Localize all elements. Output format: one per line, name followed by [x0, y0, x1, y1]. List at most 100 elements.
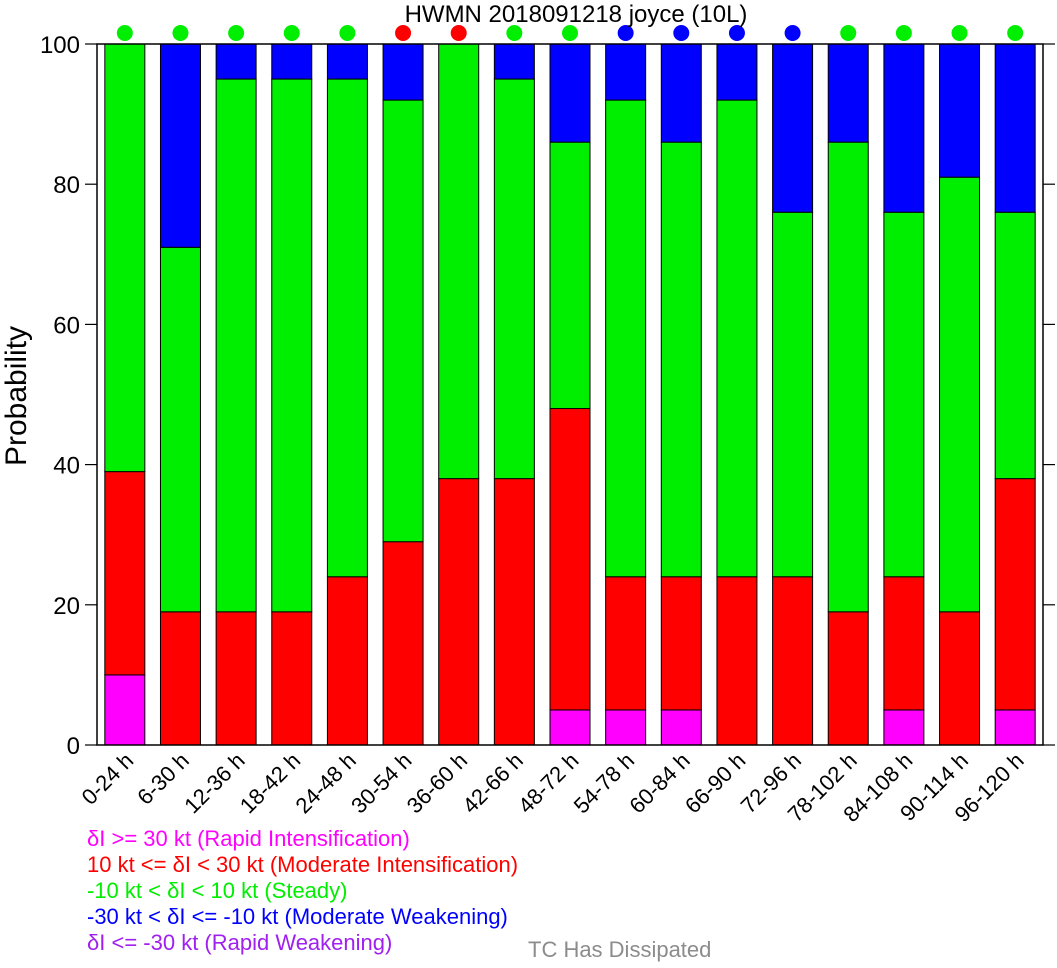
x-tick-label-9: 54-78 h [569, 748, 639, 818]
x-tick-label-8: 48-72 h [513, 748, 583, 818]
bar-segment-steady-6 [438, 43, 480, 480]
x-tick-label-5: 30-54 h [346, 748, 416, 818]
bar-segment-steady-5 [382, 99, 424, 543]
legend-item-steady: -10 kt < δI < 10 kt (Steady) [87, 878, 348, 903]
x-tick-label-6: 36-60 h [402, 748, 472, 818]
bar-segment-rapid-intensification-16 [994, 709, 1036, 746]
bar-segment-steady-8 [549, 141, 591, 410]
bar-segment-moderate-intensification-8 [549, 408, 591, 711]
indicator-dot-1 [172, 25, 189, 41]
dissipated-label: TC Has Dissipated [528, 937, 712, 962]
bar-segment-steady-1 [159, 246, 201, 613]
bars-layer [104, 43, 1036, 746]
indicator-dot-8 [562, 25, 578, 41]
bar-segment-rapid-intensification-9 [605, 709, 647, 746]
indicator-dot-14 [895, 25, 912, 41]
x-tick-label-7: 42-66 h [457, 748, 527, 818]
indicator-dot-2 [228, 25, 245, 41]
bar-segment-moderate-weakening-14 [883, 43, 925, 213]
bar-segment-steady-10 [660, 141, 702, 578]
bar-segment-steady-13 [827, 141, 869, 613]
bar-segment-moderate-intensification-4 [326, 576, 368, 746]
indicator-dot-12 [784, 25, 801, 41]
legend: δI >= 30 kt (Rapid Intensification) 10 k… [87, 826, 518, 956]
y-tick-label-0: 0 [67, 733, 80, 760]
bar-segment-steady-3 [271, 78, 313, 613]
chart-title: HWMN 2018091218 joyce (10L) [405, 1, 748, 28]
legend-item-moderate-weakening: -30 kt < δI <= -10 kt (Moderate Weakenin… [87, 904, 508, 929]
bar-segment-steady-2 [215, 78, 257, 613]
legend-item-rapid-weakening: δI <= -30 kt (Rapid Weakening) [87, 930, 393, 955]
bar-segment-moderate-weakening-9 [605, 43, 647, 101]
indicator-dot-15 [951, 25, 968, 41]
x-tick-label-2: 12-36 h [179, 748, 249, 818]
y-tick-label-80: 80 [53, 172, 80, 199]
bar-segment-rapid-intensification-0 [104, 674, 146, 746]
bar-segment-steady-16 [994, 211, 1036, 480]
indicator-dot-3 [283, 25, 300, 41]
bar-segment-steady-9 [605, 99, 647, 578]
x-tick-label-11: 66-90 h [680, 748, 750, 818]
bar-segment-steady-4 [326, 78, 368, 578]
indicator-dot-5 [395, 25, 412, 41]
bar-segment-moderate-intensification-11 [716, 576, 758, 746]
bar-segment-rapid-intensification-10 [660, 709, 702, 746]
bar-segment-moderate-intensification-13 [827, 611, 869, 746]
plot-frame [96, 43, 1044, 746]
bar-segment-steady-15 [939, 176, 981, 613]
bar-segment-steady-12 [772, 211, 814, 578]
y-tick-label-20: 20 [53, 593, 80, 620]
y-axis-label: Probability [0, 326, 33, 466]
indicator-dot-11 [728, 25, 745, 41]
bar-segment-moderate-intensification-6 [438, 478, 480, 746]
indicator-dot-7 [506, 25, 523, 41]
bar-segment-moderate-weakening-4 [326, 43, 368, 80]
x-tick-label-4: 24-48 h [291, 748, 361, 818]
y-tick-label-60: 60 [53, 312, 80, 339]
x-tick-label-3: 18-42 h [235, 748, 305, 818]
bar-segment-rapid-intensification-8 [549, 709, 591, 746]
bar-segment-moderate-weakening-1 [159, 43, 201, 248]
bar-segment-moderate-intensification-16 [994, 478, 1036, 711]
bar-segment-moderate-weakening-10 [660, 43, 702, 143]
indicator-dot-10 [673, 25, 690, 41]
bar-segment-moderate-intensification-1 [159, 611, 201, 746]
bar-segment-steady-14 [883, 211, 925, 578]
legend-item-moderate-intensification: 10 kt <= δI < 30 kt (Moderate Intensific… [87, 852, 519, 877]
indicator-dot-9 [617, 25, 634, 41]
indicator-dots-layer [116, 25, 1024, 41]
bar-segment-moderate-weakening-8 [549, 43, 591, 143]
bar-segment-moderate-intensification-12 [772, 576, 814, 746]
bar-segment-steady-11 [716, 99, 758, 578]
indicator-dot-16 [1007, 25, 1024, 41]
bar-segment-moderate-intensification-0 [104, 471, 146, 676]
bar-segment-moderate-intensification-2 [215, 611, 257, 746]
bar-segment-rapid-intensification-14 [883, 709, 925, 746]
bar-segment-moderate-weakening-2 [215, 43, 257, 80]
bar-segment-moderate-weakening-3 [271, 43, 313, 80]
indicator-dot-13 [840, 25, 857, 41]
bar-segment-moderate-weakening-16 [994, 43, 1036, 213]
bar-segment-moderate-intensification-15 [939, 611, 981, 746]
bar-segment-steady-0 [104, 43, 146, 473]
x-tick-label-10: 60-84 h [624, 748, 694, 818]
legend-item-rapid-intensification: δI >= 30 kt (Rapid Intensification) [87, 826, 410, 851]
bar-segment-moderate-weakening-12 [772, 43, 814, 213]
indicator-dot-6 [450, 25, 467, 41]
bar-segment-moderate-weakening-5 [382, 43, 424, 101]
bar-segment-moderate-intensification-9 [605, 576, 647, 711]
indicator-dot-4 [339, 25, 356, 41]
bar-segment-moderate-intensification-3 [271, 611, 313, 746]
bar-segment-moderate-intensification-14 [883, 576, 925, 711]
bar-segment-moderate-weakening-15 [939, 43, 981, 178]
bar-segment-moderate-intensification-7 [493, 478, 535, 746]
y-tick-label-100: 100 [40, 32, 80, 59]
bar-segment-moderate-intensification-5 [382, 541, 424, 746]
bar-segment-steady-7 [493, 78, 535, 480]
bar-segment-moderate-weakening-11 [716, 43, 758, 101]
indicator-dot-0 [116, 25, 133, 41]
y-tick-label-40: 40 [53, 453, 80, 480]
bar-segment-moderate-weakening-7 [493, 43, 535, 80]
x-tick-label-0: 0-24 h [77, 748, 139, 810]
